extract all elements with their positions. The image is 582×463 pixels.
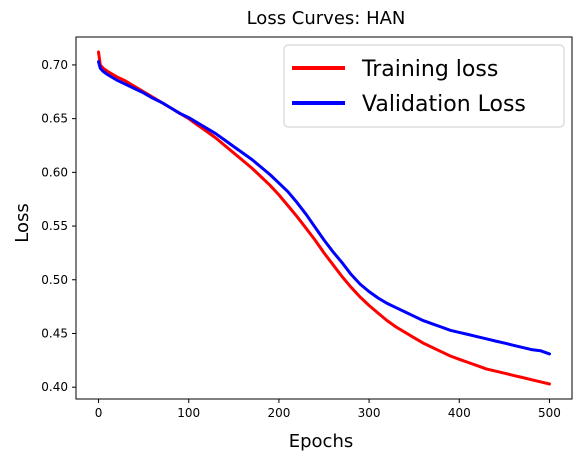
x-tick-label: 300 — [358, 406, 381, 420]
y-tick-label: 0.65 — [41, 112, 68, 126]
legend: Training loss Validation Loss — [283, 44, 565, 128]
x-tick-label: 100 — [177, 406, 200, 420]
y-tick-label: 0.45 — [41, 326, 68, 340]
x-tick-label: 0 — [95, 406, 103, 420]
y-tick-label: 0.55 — [41, 219, 68, 233]
series-layer — [97, 50, 551, 386]
legend-label-validation: Validation Loss — [362, 92, 526, 117]
x-axis-ticks: 0 100 200 300 400 500 — [95, 399, 561, 420]
legend-label-training: Training loss — [361, 57, 498, 82]
x-tick-label: 200 — [267, 406, 290, 420]
y-axis-label: Loss — [12, 203, 33, 242]
y-tick-label: 0.60 — [41, 165, 68, 179]
plot-frame — [75, 36, 573, 400]
y-tick-label: 0.40 — [41, 380, 68, 394]
y-axis-ticks: 0.40 0.45 0.50 0.55 0.60 0.65 0.70 — [41, 58, 76, 394]
x-axis-label: Epochs — [289, 431, 354, 452]
y-tick-label: 0.70 — [41, 58, 68, 72]
chart-title: Loss Curves: HAN — [247, 8, 406, 29]
x-tick-label: 500 — [538, 406, 561, 420]
legend-box — [283, 44, 565, 128]
y-tick-label: 0.50 — [41, 273, 68, 287]
x-tick-label: 400 — [448, 406, 471, 420]
validation-loss-line — [97, 60, 551, 356]
